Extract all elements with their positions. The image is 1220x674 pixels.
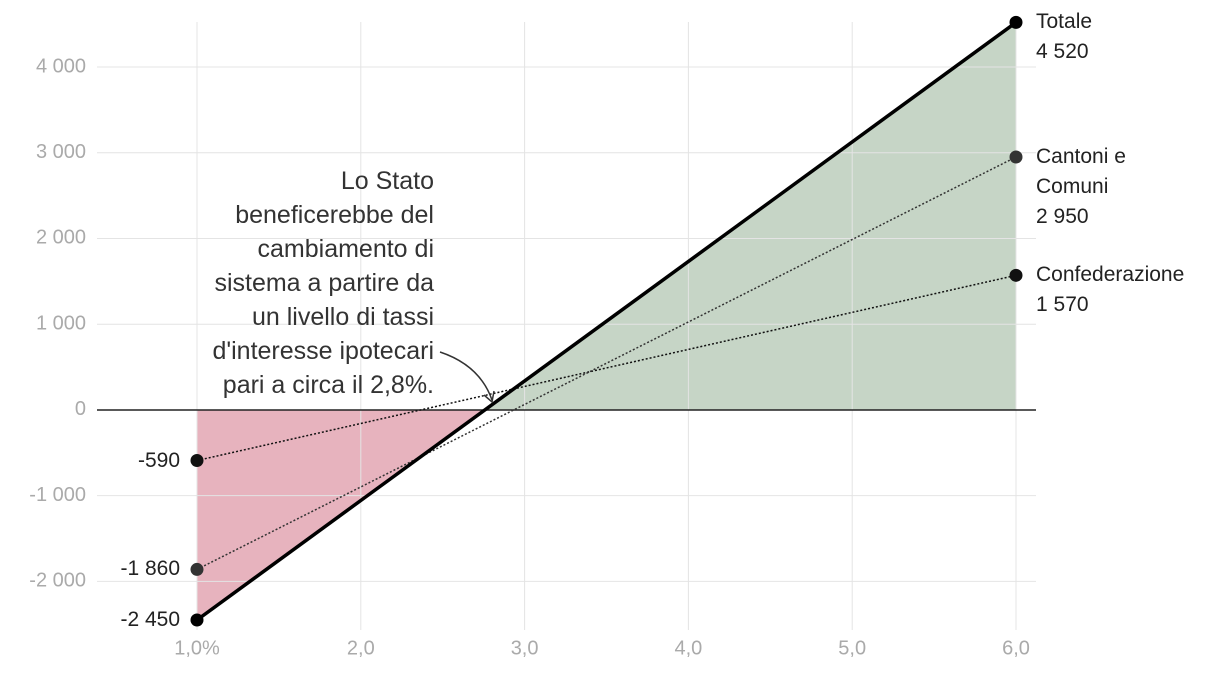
value-label: -590: [137, 448, 180, 472]
x-tick-label: 5,0: [838, 637, 866, 659]
x-tick-label: 2,0: [347, 637, 375, 659]
series-line: [195, 20, 1018, 622]
annotation: Lo Stato beneficerebbe del cambiamento d…: [212, 167, 434, 399]
series-name: Confederazione: [1036, 263, 1185, 287]
point: [190, 454, 204, 468]
value-label: 4 520: [1036, 40, 1089, 64]
annotation-arrowhead: [483, 390, 495, 404]
value-label: -2 450: [120, 608, 180, 631]
y-tick-label: 0: [75, 398, 86, 420]
x-tick-label: 4,0: [674, 637, 702, 659]
series-line: [196, 156, 1017, 571]
value-label: 1 570: [1036, 293, 1089, 317]
y-tick-label: 1 000: [36, 312, 86, 334]
value-label: 2 950: [1036, 205, 1089, 228]
point: [1009, 150, 1023, 164]
x-tick-label: 1,0%: [174, 637, 220, 659]
y-tick-label: -1 000: [29, 484, 86, 506]
series-name: Cantoni e Comuni: [1036, 145, 1126, 198]
point: [1009, 268, 1023, 282]
point: [190, 562, 204, 576]
y-tick-label: 3 000: [36, 141, 86, 163]
annotation-arrow: [439, 351, 493, 401]
y-tick-label: 4 000: [36, 55, 86, 77]
point: [1009, 15, 1023, 29]
x-tick-label: 3,0: [511, 637, 539, 659]
series-name: Totale: [1036, 10, 1093, 34]
value-label: -1 860: [120, 557, 180, 581]
x-tick-label: 6,0: [1002, 637, 1030, 659]
y-tick-label: -2 000: [29, 570, 86, 592]
y-tick-label: 2 000: [36, 227, 86, 249]
point: [190, 613, 204, 627]
